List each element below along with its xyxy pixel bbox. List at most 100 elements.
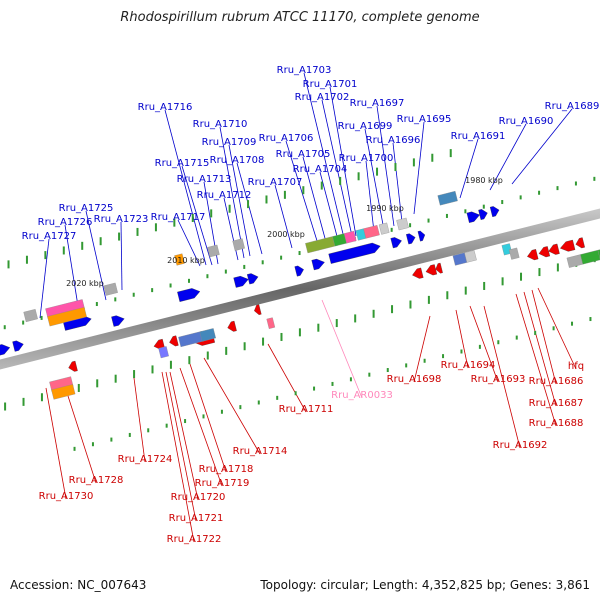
tick-mark <box>191 214 194 223</box>
tick-mark <box>220 409 223 414</box>
tick-mark <box>114 297 117 302</box>
forward-label-rru-a1690: Rru_A1690 <box>499 116 554 127</box>
reverse-label-rru-a1714: Rru_A1714 <box>233 446 288 457</box>
tick-mark <box>449 149 452 158</box>
gene-arrow <box>12 340 24 352</box>
leader-line <box>189 363 227 473</box>
leader-line <box>303 72 345 239</box>
leader-line <box>329 86 357 237</box>
tick-mark <box>368 372 371 377</box>
gene-arrow <box>538 246 551 258</box>
tick-mark <box>225 346 228 355</box>
forward-label-rru-a1717: Rru_A1717 <box>151 212 206 223</box>
forward-label-rru-a1696: Rru_A1696 <box>366 135 421 146</box>
tick-mark <box>239 405 242 410</box>
tick-mark <box>391 305 394 314</box>
tick-mark <box>210 209 213 218</box>
forward-label-rru-a1713: Rru_A1713 <box>177 174 232 185</box>
leader-line <box>120 221 123 291</box>
tick-mark <box>412 158 415 167</box>
reverse-label-rru-a1730: Rru_A1730 <box>39 491 94 502</box>
tick-mark <box>520 272 523 281</box>
leader-line <box>511 108 573 185</box>
tick-mark <box>110 437 113 442</box>
tick-mark <box>147 428 150 433</box>
tick-mark <box>298 328 301 337</box>
tick-mark <box>99 237 102 246</box>
tick-mark <box>136 227 139 236</box>
tick-mark <box>262 337 265 346</box>
gene-arrow <box>435 262 443 274</box>
leader-line <box>376 105 395 227</box>
tick-mark <box>3 325 6 330</box>
gene-arrow <box>169 335 179 347</box>
reverse-label-rru-a1686: Rru_A1686 <box>529 376 584 387</box>
forward-label-rru-a1710: Rru_A1710 <box>193 119 248 130</box>
tick-mark <box>483 281 486 290</box>
forward-label-rru-a1702: Rru_A1702 <box>295 92 350 103</box>
tick-mark <box>571 321 574 326</box>
tick-mark <box>257 400 260 405</box>
tick-mark <box>427 295 430 304</box>
gene-box <box>23 309 38 323</box>
forward-label-rru-a1716: Rru_A1716 <box>138 102 193 113</box>
gene-arrow <box>227 320 237 332</box>
tick-mark <box>7 260 10 269</box>
tick-mark <box>81 241 84 250</box>
forward-label-rru-a1704: Rru_A1704 <box>293 164 348 175</box>
gene-box <box>343 230 357 244</box>
tick-mark <box>589 317 592 322</box>
tick-mark <box>132 292 135 297</box>
tick-mark <box>25 255 28 264</box>
tick-mark <box>317 323 320 332</box>
gene-arrow <box>575 237 585 249</box>
gene-box <box>158 346 169 359</box>
tick-mark <box>390 227 393 232</box>
gene-arrow <box>478 209 488 220</box>
tick-mark <box>482 204 485 209</box>
leader-line <box>537 287 577 370</box>
leader-line <box>483 305 521 449</box>
gene-labels: 2020 kbp 2010 kbp 2000 kbp 1990 kbp 1980 kbp… <box>22 65 600 545</box>
forward-label-rru-a1712: Rru_A1712 <box>197 190 252 201</box>
forward-label-rru-a1695: Rru_A1695 <box>397 114 452 125</box>
tick-mark <box>331 381 334 386</box>
leader-line <box>531 289 557 385</box>
tick-mark <box>73 446 76 451</box>
gene-box <box>305 236 336 254</box>
gene-arrow <box>233 275 249 288</box>
tick-mark <box>357 172 360 181</box>
leader-line <box>267 343 307 413</box>
tick-mark <box>446 291 449 300</box>
leader-line <box>177 219 201 267</box>
kbp-label: 2010 kbp <box>167 256 205 265</box>
leader-line <box>392 142 403 223</box>
gene-arrow <box>412 267 424 279</box>
leader-line <box>413 121 425 215</box>
leader-line <box>219 126 245 259</box>
tick-mark <box>552 326 555 331</box>
gene-arrow <box>328 242 381 264</box>
tick-mark <box>206 351 209 360</box>
tick-mark <box>556 186 559 191</box>
tick-mark <box>169 283 172 288</box>
tick-mark <box>40 315 43 320</box>
forward-label-rru-a1708: Rru_A1708 <box>210 155 265 166</box>
tick-mark <box>228 204 231 213</box>
forward-label-rru-a1703: Rru_A1703 <box>277 65 332 76</box>
tick-mark <box>133 370 136 379</box>
leader-line <box>64 224 79 307</box>
tick-mark <box>556 263 559 272</box>
tick-mark <box>128 432 131 437</box>
leader-line <box>133 377 146 463</box>
leader-line <box>45 387 67 500</box>
gene-arrow <box>527 249 539 261</box>
tick-mark <box>593 176 596 181</box>
reverse-label-rru-a1720: Rru_A1720 <box>171 492 226 503</box>
tick-mark <box>280 332 283 341</box>
gene-box <box>199 328 216 342</box>
gene-box <box>501 243 513 256</box>
forward-label-rru-a1725: Rru_A1725 <box>59 203 114 214</box>
leader-line <box>319 171 339 241</box>
tick-mark <box>114 374 117 383</box>
